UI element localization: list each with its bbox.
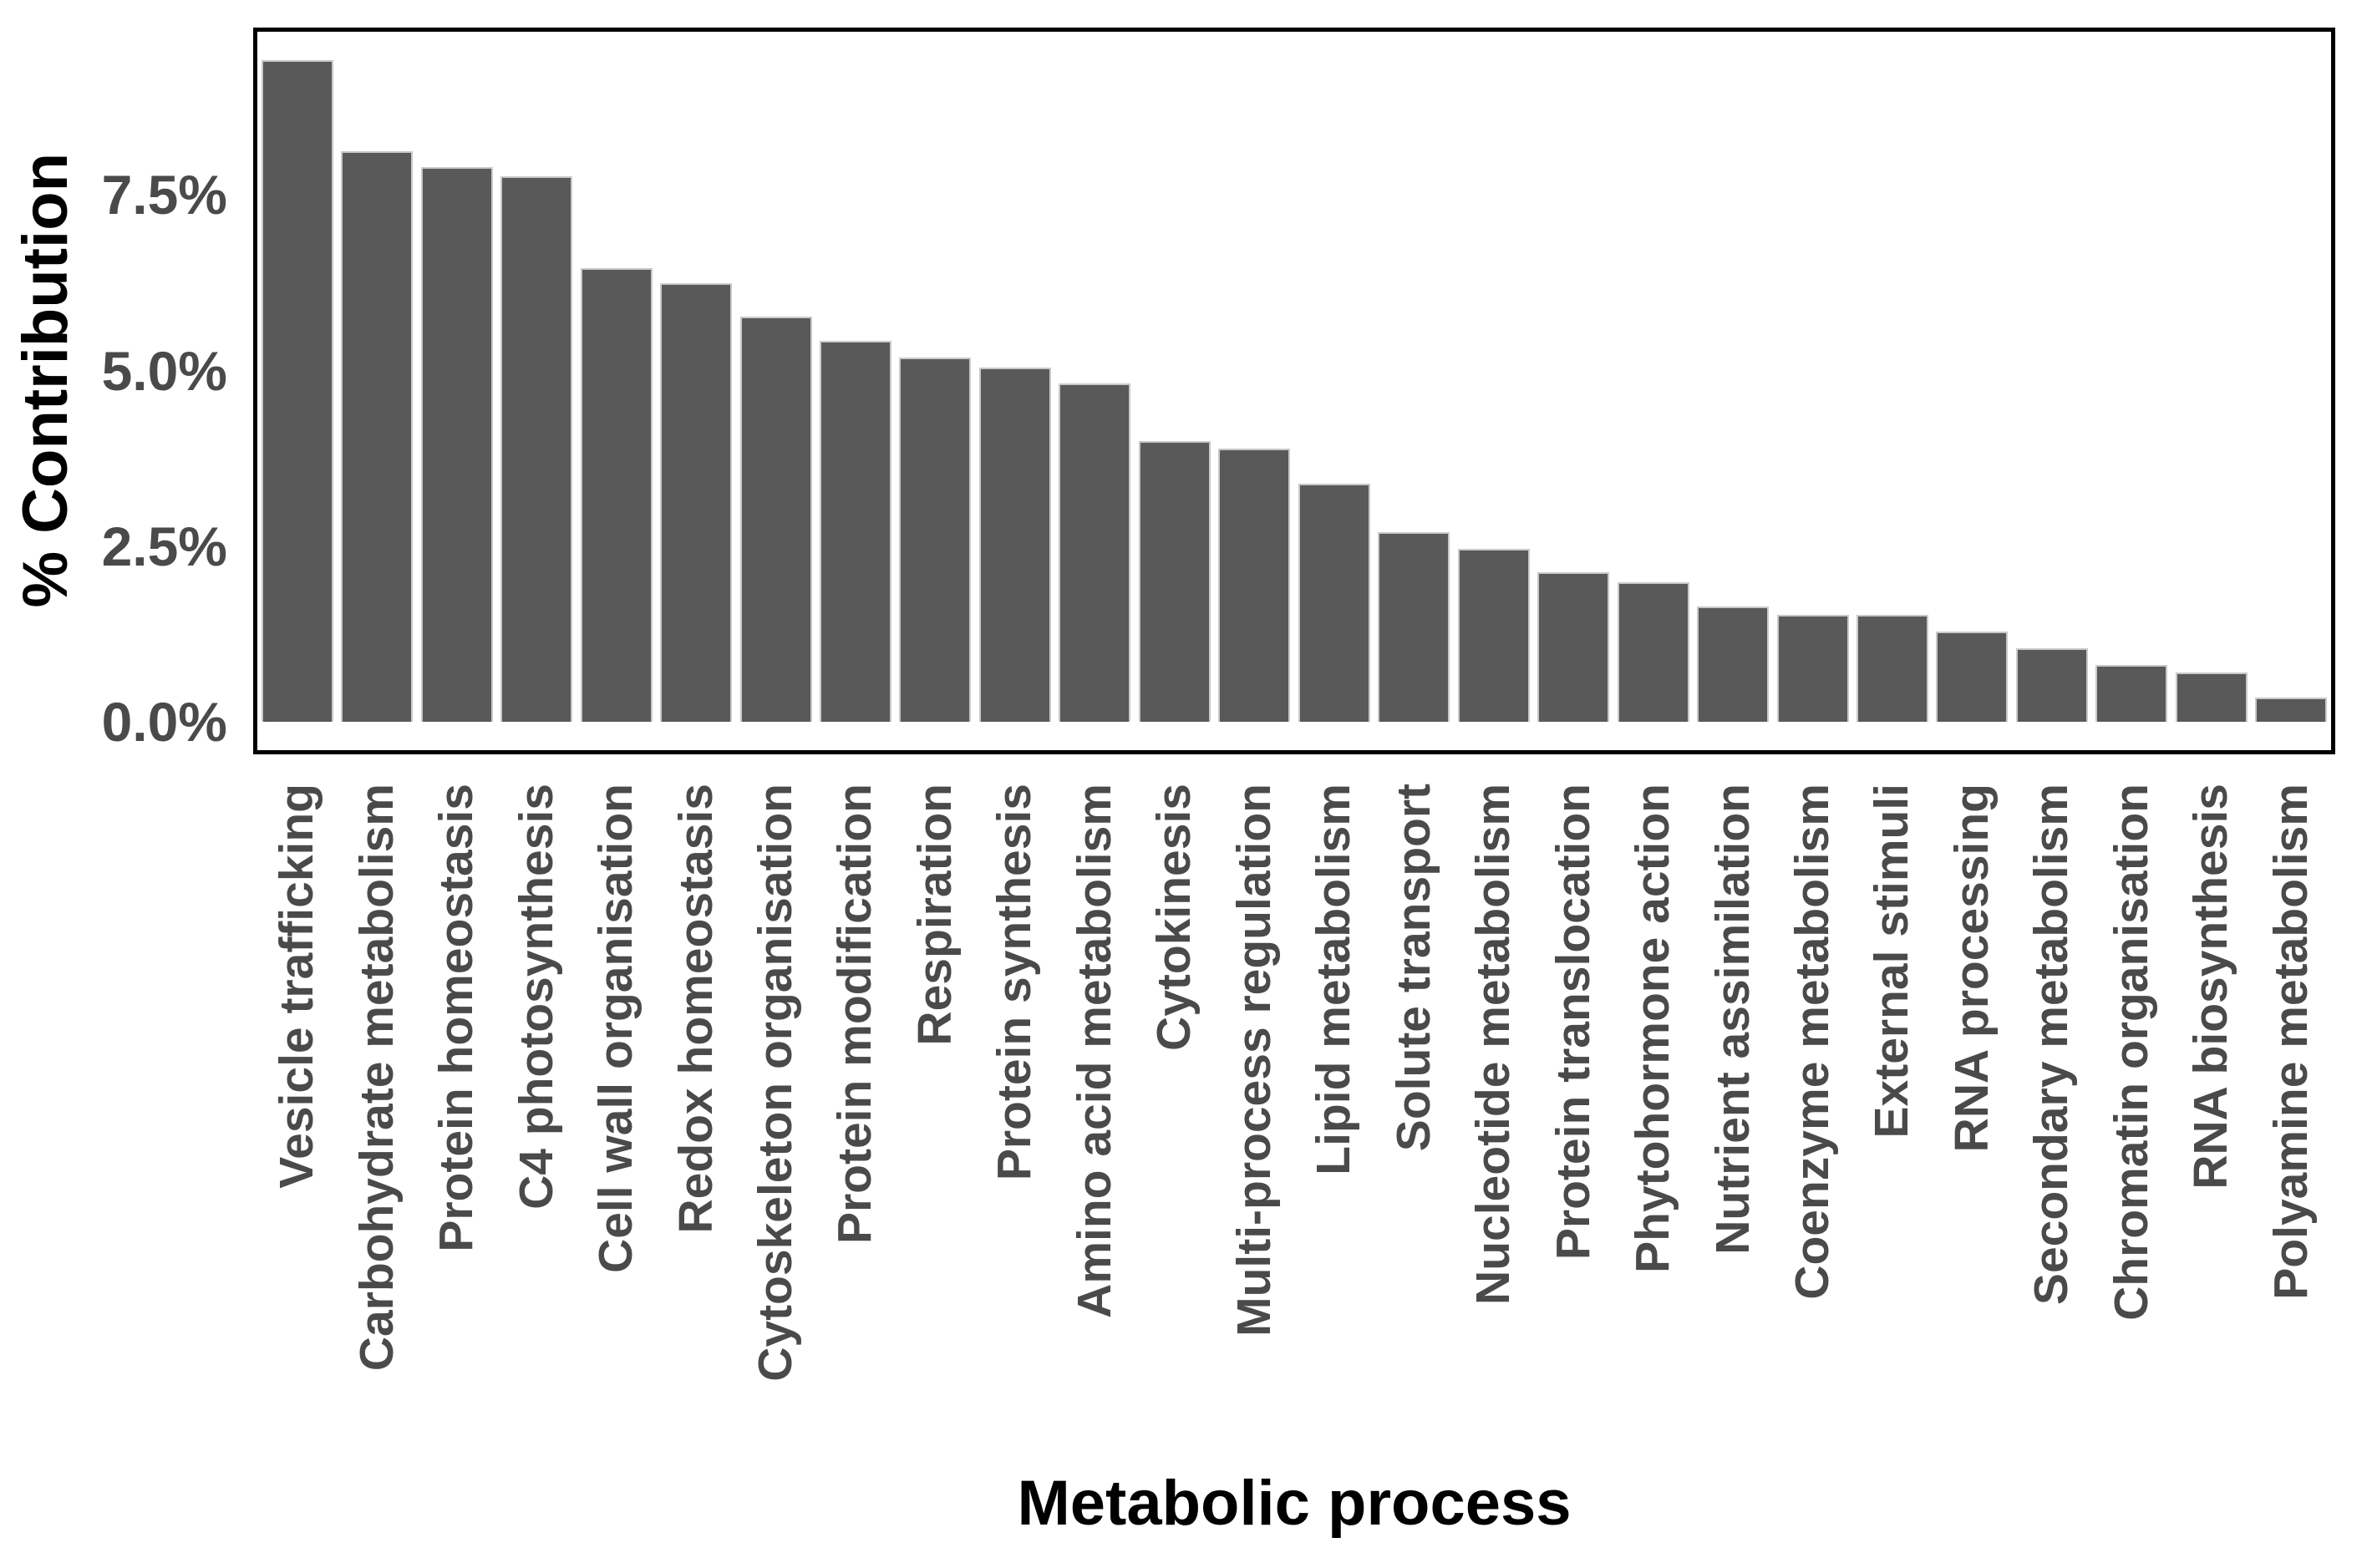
x-axis-label: Protein synthesis	[988, 784, 1042, 1181]
x-axis-label: Cytokinesis	[1147, 784, 1201, 1051]
bar	[1218, 448, 1291, 722]
bar	[580, 267, 653, 722]
x-axis-label: C4 photosynthesis	[509, 784, 563, 1210]
x-axis-label: Nucleotide metabolism	[1466, 784, 1521, 1305]
bar	[2255, 697, 2328, 722]
x-axis-label: Polyamine metabolism	[2263, 784, 2318, 1300]
bar	[978, 368, 1051, 722]
x-axis-label: Solute transport	[1386, 784, 1440, 1152]
x-axis-label: Nutrient assimilation	[1705, 784, 1760, 1255]
x-axis-label: Amino acid metabolism	[1067, 784, 1121, 1318]
x-axis-label: Vesicle trafficking	[270, 784, 324, 1189]
x-axis-label: Secondary metabolism	[2024, 784, 2079, 1306]
y-tick-label: 2.5%	[101, 515, 227, 577]
bar	[1298, 483, 1370, 722]
x-axis-label: Multi-process regulation	[1227, 784, 1281, 1337]
x-axis-label: RNA processing	[1944, 784, 1999, 1153]
bar	[2095, 664, 2168, 722]
bar	[2015, 647, 2088, 722]
y-tick-label: 7.5%	[101, 164, 227, 226]
plot-panel	[253, 28, 2335, 754]
x-axis-label: Carbohydrate metabolism	[349, 784, 404, 1372]
bar	[899, 357, 972, 722]
bar	[261, 59, 333, 722]
bar	[1856, 615, 1928, 722]
bar	[1617, 581, 1689, 722]
x-axis-label: Coenzyme metabolism	[1785, 784, 1839, 1300]
x-axis-label: Chromatin organisation	[2104, 784, 2158, 1321]
bar	[660, 283, 733, 722]
bar	[1936, 631, 2009, 722]
bar	[1378, 531, 1450, 722]
x-axis-label: Protein modification	[828, 784, 882, 1245]
y-tick-label: 5.0%	[101, 339, 227, 402]
x-axis-label: Respiration	[907, 784, 962, 1046]
x-axis-label: Cytoskeleton organisation	[749, 784, 802, 1382]
x-axis-label: Phytohormone action	[1626, 784, 1680, 1273]
x-axis-label: Lipid metabolism	[1307, 784, 1361, 1175]
x-axis-label: Cell wall organisation	[589, 784, 643, 1273]
x-axis-label: Protein homeostasis	[429, 784, 484, 1252]
bar	[1059, 383, 1131, 722]
x-axis-label: Redox homeostasis	[668, 784, 723, 1234]
bar	[1537, 571, 1610, 722]
bar	[1697, 606, 1770, 722]
x-axis-label: External stimuli	[1865, 784, 1919, 1139]
x-axis-label: RNA biosynthesis	[2184, 784, 2238, 1190]
bar	[2175, 672, 2248, 722]
bar	[341, 151, 414, 722]
bar	[500, 175, 573, 722]
bar	[819, 341, 891, 722]
x-axis-label: Protein translocation	[1546, 784, 1600, 1261]
y-tick-label: 0.0%	[101, 691, 227, 753]
y-axis-title: % Contribution	[10, 152, 81, 608]
x-axis-title: Metabolic process	[1017, 1468, 1572, 1539]
bar	[739, 316, 812, 722]
bar	[1776, 615, 1849, 722]
bar	[1457, 549, 1530, 722]
bar	[420, 167, 493, 722]
bar	[1138, 440, 1211, 722]
